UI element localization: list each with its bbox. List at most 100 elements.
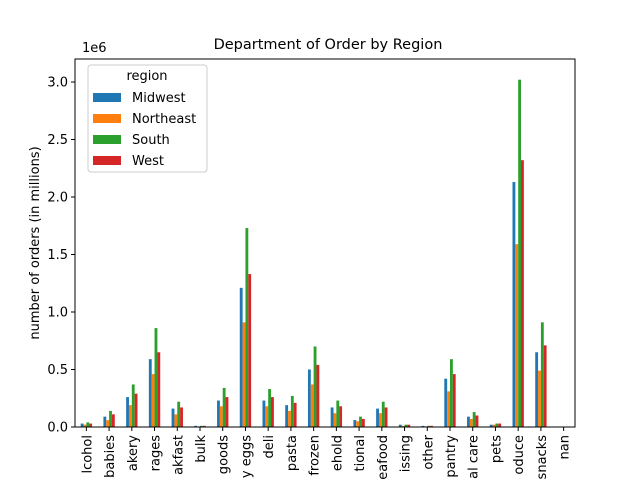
bar xyxy=(109,410,112,427)
bar xyxy=(200,425,203,427)
bar xyxy=(217,400,220,427)
bar xyxy=(540,322,544,427)
x-tick-label: other xyxy=(421,434,436,469)
bar xyxy=(242,322,246,427)
bar xyxy=(225,397,229,427)
bar xyxy=(157,352,161,427)
x-tick-label: y eggs xyxy=(239,435,254,478)
bar xyxy=(245,228,249,427)
y-tick-label: 2.5 xyxy=(47,133,68,148)
x-tick-label: babies xyxy=(103,435,118,478)
y-tick-label: 1.0 xyxy=(47,306,68,321)
legend-swatch xyxy=(93,93,121,102)
x-tick-label: bulk xyxy=(194,435,209,463)
bar xyxy=(492,424,496,427)
y-tick-label: 3.0 xyxy=(47,76,68,91)
bar xyxy=(307,369,311,427)
bar xyxy=(174,414,178,427)
bar xyxy=(285,405,289,427)
bar xyxy=(407,424,411,427)
bar xyxy=(131,384,135,427)
bar xyxy=(180,407,183,427)
bar xyxy=(265,406,269,427)
x-tick-label: ehold xyxy=(330,435,345,471)
bar xyxy=(239,287,243,427)
bar xyxy=(495,423,499,427)
bar xyxy=(467,416,470,427)
legend-label: Midwest xyxy=(132,91,186,106)
legend-swatch xyxy=(93,114,121,123)
bar xyxy=(80,423,84,427)
bar xyxy=(310,384,314,427)
bar xyxy=(219,406,223,427)
bar xyxy=(148,359,152,427)
x-tick-label: akery xyxy=(126,435,141,471)
bar xyxy=(376,408,379,427)
bar xyxy=(336,400,340,427)
x-tick-label: lcohol xyxy=(80,435,95,474)
bar xyxy=(452,374,456,427)
bar xyxy=(378,413,382,427)
bar xyxy=(271,397,274,427)
bar xyxy=(356,421,360,427)
legend-label: Northeast xyxy=(132,112,196,127)
bar xyxy=(151,374,155,427)
x-tick-label: snacks xyxy=(535,435,550,480)
bar xyxy=(134,393,138,427)
bar xyxy=(313,346,317,427)
x-tick-label: rages xyxy=(149,435,164,472)
bar xyxy=(154,328,158,427)
y-axis-label: number of orders (in millions) xyxy=(28,146,43,339)
x-tick-label: akfast xyxy=(171,435,186,475)
legend: region Midwest Northeast South West xyxy=(87,64,208,173)
bar xyxy=(498,423,502,427)
bar xyxy=(330,407,334,427)
bar xyxy=(444,378,448,427)
bar xyxy=(293,402,297,427)
plot-area xyxy=(80,79,547,427)
bar xyxy=(248,274,252,427)
bar xyxy=(384,407,388,427)
x-tick-label: al care xyxy=(467,435,482,479)
bar xyxy=(427,425,431,427)
legend-box xyxy=(87,64,208,173)
bar xyxy=(450,359,453,427)
bar xyxy=(177,401,181,427)
bar xyxy=(268,389,272,427)
y-tick-label: 0.5 xyxy=(47,363,68,378)
bar xyxy=(89,423,93,427)
bar xyxy=(339,406,343,427)
bar xyxy=(83,424,87,427)
bar xyxy=(353,420,357,427)
x-tick-label: pets xyxy=(489,435,504,463)
x-tick-label: pasta xyxy=(285,435,300,471)
bar xyxy=(404,424,408,427)
bar xyxy=(447,391,450,427)
bar xyxy=(361,418,365,427)
bar xyxy=(126,397,129,427)
bar xyxy=(103,416,107,427)
bar xyxy=(475,415,479,427)
bar xyxy=(521,160,524,427)
bar xyxy=(535,352,539,427)
bar xyxy=(202,425,206,427)
bar xyxy=(128,405,132,427)
bar xyxy=(543,345,547,427)
bar xyxy=(290,395,294,427)
y-tick-label: 2.0 xyxy=(47,191,68,206)
bar xyxy=(398,424,402,427)
bar xyxy=(262,400,266,427)
chart-title: Department of Order by Region xyxy=(214,37,443,53)
legend-label: West xyxy=(132,154,164,169)
legend-label: South xyxy=(132,133,170,148)
bar xyxy=(316,364,320,427)
bar xyxy=(472,412,476,427)
bar xyxy=(381,401,385,427)
bar xyxy=(333,413,337,427)
bar xyxy=(512,182,516,427)
x-tick-label: oduce xyxy=(512,435,527,475)
y-tick-label: 0.0 xyxy=(47,421,68,436)
bar xyxy=(469,418,473,427)
bar xyxy=(288,410,291,427)
